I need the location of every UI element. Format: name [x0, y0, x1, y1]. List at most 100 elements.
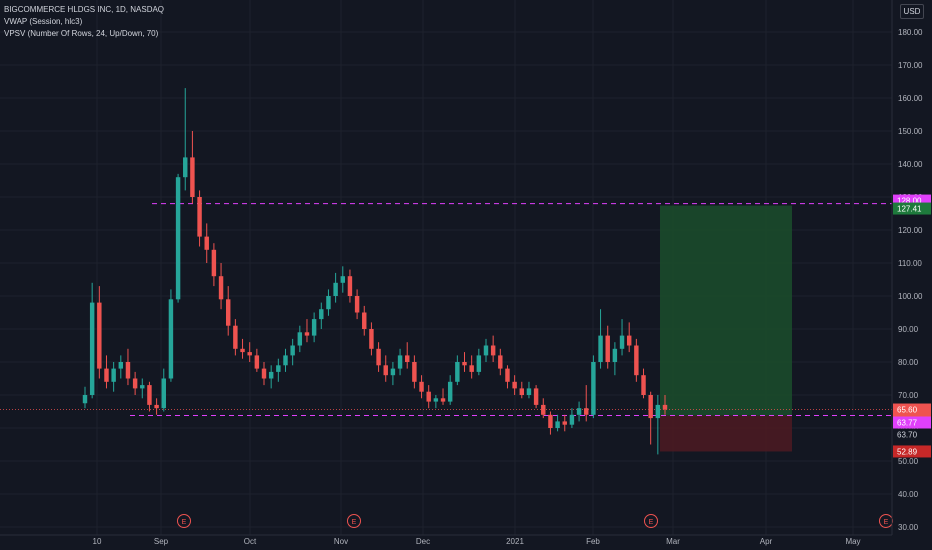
candle[interactable]: [412, 355, 417, 389]
candle[interactable]: [655, 395, 661, 455]
candle[interactable]: [161, 368, 166, 412]
candle[interactable]: [154, 398, 159, 415]
candle[interactable]: [419, 375, 424, 399]
candle[interactable]: [340, 266, 345, 293]
candle[interactable]: [204, 223, 209, 263]
candle[interactable]: [369, 322, 374, 356]
candle-body: [526, 388, 532, 395]
candle[interactable]: [326, 289, 331, 316]
candle[interactable]: [433, 395, 439, 409]
candle[interactable]: [254, 348, 260, 372]
candle[interactable]: [140, 378, 145, 399]
candles[interactable]: [82, 88, 668, 455]
candle[interactable]: [555, 414, 560, 432]
candle[interactable]: [626, 322, 632, 353]
candle[interactable]: [498, 348, 503, 376]
candle[interactable]: [225, 286, 231, 336]
candle[interactable]: [362, 305, 367, 336]
candle[interactable]: [390, 362, 396, 386]
candle[interactable]: [376, 342, 381, 372]
candle[interactable]: [354, 289, 360, 320]
candle[interactable]: [211, 243, 217, 287]
candle[interactable]: [576, 401, 582, 422]
candle[interactable]: [562, 414, 567, 432]
candle[interactable]: [175, 173, 181, 303]
candle[interactable]: [605, 325, 610, 369]
candle[interactable]: [132, 371, 138, 395]
candle[interactable]: [197, 190, 202, 247]
vpsv-indicator-label[interactable]: VPSV (Number Of Rows, 24, Up/Down, 70): [4, 29, 159, 38]
earnings-marker[interactable]: E: [879, 514, 893, 528]
candle[interactable]: [426, 385, 431, 409]
candle[interactable]: [82, 386, 88, 409]
candle[interactable]: [641, 368, 646, 399]
candle[interactable]: [290, 338, 295, 366]
candle[interactable]: [440, 388, 446, 405]
candle[interactable]: [455, 355, 460, 386]
candle[interactable]: [319, 302, 324, 329]
candle[interactable]: [483, 338, 489, 362]
candle[interactable]: [111, 362, 116, 392]
candle-body: [490, 345, 496, 356]
candle[interactable]: [297, 325, 303, 353]
candle[interactable]: [591, 355, 596, 419]
time-axis[interactable]: 10 Sep Oct Nov Dec 2021 Feb Mar Apr May: [93, 537, 861, 546]
symbol-title[interactable]: BIGCOMMERCE HLDGS INC, 1D, NASDAQ: [4, 5, 165, 14]
candle[interactable]: [662, 395, 668, 415]
candle[interactable]: [476, 348, 482, 376]
vwap-indicator-label[interactable]: VWAP (Session, hlc3): [4, 17, 83, 26]
earnings-marker[interactable]: E: [177, 514, 191, 528]
candle[interactable]: [168, 289, 174, 382]
candle[interactable]: [347, 269, 353, 303]
candle[interactable]: [648, 391, 653, 445]
candle[interactable]: [397, 348, 403, 376]
candle[interactable]: [541, 398, 546, 419]
candle[interactable]: [233, 319, 238, 356]
candle[interactable]: [519, 381, 525, 399]
candle[interactable]: [183, 88, 188, 191]
candle[interactable]: [311, 312, 317, 343]
candle[interactable]: [569, 408, 575, 428]
candle[interactable]: [304, 319, 310, 343]
candle[interactable]: [283, 348, 288, 372]
loss-zone[interactable]: [660, 415, 792, 452]
candle[interactable]: [505, 365, 510, 389]
candle[interactable]: [190, 131, 195, 204]
candle[interactable]: [512, 375, 517, 395]
candle[interactable]: [97, 286, 102, 379]
candle[interactable]: [634, 338, 639, 382]
candle[interactable]: [462, 352, 467, 372]
candle[interactable]: [147, 381, 152, 412]
candle[interactable]: [268, 365, 274, 389]
candle[interactable]: [469, 355, 474, 379]
earnings-marker[interactable]: E: [644, 514, 658, 528]
candle[interactable]: [612, 342, 618, 376]
candle[interactable]: [533, 385, 539, 409]
candle[interactable]: [526, 381, 532, 399]
chart-legend[interactable]: BIGCOMMERCE HLDGS INC, 1D, NASDAQ VWAP (…: [4, 4, 164, 40]
candle[interactable]: [383, 355, 388, 382]
candle[interactable]: [118, 355, 124, 379]
candle-body: [405, 355, 410, 362]
profit-zone[interactable]: [660, 205, 792, 416]
candle[interactable]: [490, 335, 496, 362]
candle[interactable]: [247, 342, 252, 362]
candle[interactable]: [125, 348, 131, 386]
candle[interactable]: [261, 362, 267, 386]
currency-button[interactable]: USD: [900, 4, 924, 19]
candle[interactable]: [619, 319, 625, 356]
candle[interactable]: [104, 355, 109, 389]
candle[interactable]: [598, 309, 603, 369]
candle[interactable]: [89, 282, 95, 399]
candle[interactable]: [447, 375, 453, 405]
candle[interactable]: [240, 338, 245, 359]
candle[interactable]: [276, 358, 281, 382]
candle[interactable]: [405, 342, 410, 369]
candle[interactable]: [333, 272, 338, 303]
candle[interactable]: [218, 263, 224, 310]
earnings-marker[interactable]: E: [347, 514, 361, 528]
candle[interactable]: [584, 385, 589, 422]
candle[interactable]: [548, 411, 553, 435]
